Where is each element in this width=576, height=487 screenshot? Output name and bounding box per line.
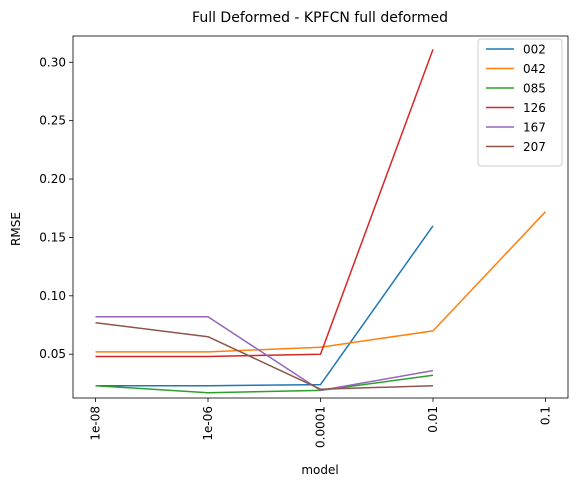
- y-axis-label: RMSE: [9, 212, 23, 246]
- legend-box: [477, 38, 563, 167]
- x-tick-label: 0.01: [426, 406, 440, 433]
- series-lines: [95, 49, 547, 394]
- x-tick-label: 0.1: [539, 406, 553, 425]
- legend-label: 085: [523, 82, 546, 96]
- plot-area-frame: [72, 35, 569, 399]
- y-tick-label: 0.25: [39, 114, 66, 128]
- y-tick-label: 0.05: [39, 347, 66, 361]
- y-tick-label: 0.10: [39, 289, 66, 303]
- y-tick-label: 0.30: [39, 55, 66, 69]
- y-axis-ticks: 0.05 0.10 0.15 0.20 0.25 0.30: [39, 55, 73, 361]
- x-axis-ticks: 1e-08 1e-06 0.0001 0.01 0.1: [89, 398, 553, 448]
- legend-label: 002: [523, 43, 546, 57]
- series-line-085: [95, 374, 434, 394]
- series-line-167: [95, 316, 434, 392]
- legend-label: 207: [523, 140, 546, 154]
- legend-label: 042: [523, 62, 546, 76]
- legend-label: 126: [523, 101, 546, 115]
- chart-title: Full Deformed - KPFCN full deformed: [192, 10, 448, 26]
- x-tick-label: 0.0001: [314, 406, 328, 448]
- series-line-002: [95, 225, 434, 387]
- y-tick-label: 0.20: [39, 172, 66, 186]
- x-axis-label: model: [301, 463, 338, 477]
- y-tick-label: 0.15: [39, 230, 66, 244]
- legend: 002 042 085 126 167 207: [477, 38, 563, 167]
- series-line-126: [95, 49, 434, 358]
- series-line-207: [95, 321, 434, 390]
- legend-label: 167: [523, 121, 546, 135]
- x-tick-label: 1e-06: [201, 406, 215, 441]
- x-tick-label: 1e-08: [89, 406, 103, 441]
- series-line-042: [95, 211, 547, 353]
